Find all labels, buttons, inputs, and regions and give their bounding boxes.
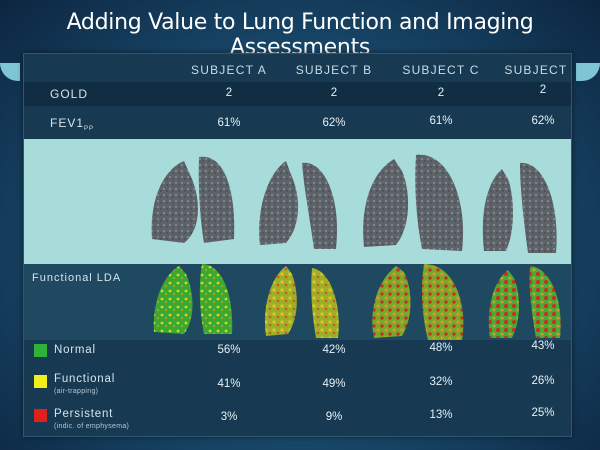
- normal-value-a: 56%: [217, 344, 241, 356]
- functional-value-d: 26%: [531, 375, 555, 387]
- normal-value-b: 42%: [322, 344, 346, 356]
- gold-label: GOLD: [50, 87, 89, 101]
- lda-lungs-subject-d: [488, 266, 561, 338]
- subject-a-header: SUBJECT A: [191, 63, 267, 77]
- lda-lungs-subject-a: [153, 264, 233, 334]
- subject-b-header: SUBJECT B: [295, 63, 373, 77]
- subject-c-header: SUBJECT C: [402, 63, 480, 77]
- accent-band-right: [576, 63, 600, 81]
- gold-value-b: 2: [330, 87, 338, 99]
- functional-lda-band: Functional LDA: [24, 264, 571, 340]
- gold-value-c: 2: [437, 87, 445, 99]
- comparison-table: SUBJECT A SUBJECT B SUBJECT C SUBJECT D …: [23, 53, 572, 437]
- ct-lungs-subject-c: [363, 154, 464, 251]
- fev1-value-b: 62%: [322, 117, 346, 129]
- fev1-value-d: 62%: [531, 115, 555, 127]
- ct-lungs-subject-d: [482, 162, 557, 253]
- gold-value-d: 2: [539, 84, 547, 96]
- lda-lungs-subject-b: [264, 266, 339, 338]
- persistent-value-d: 25%: [531, 407, 555, 419]
- functional-value-a: 41%: [217, 378, 241, 390]
- functional-sublabel: (air-trapping): [54, 388, 99, 395]
- functional-value-b: 49%: [322, 378, 346, 390]
- persistent-swatch: [34, 409, 47, 422]
- ct-lungs-subject-a: [151, 156, 235, 243]
- functional-swatch: [34, 375, 47, 388]
- persistent-label: Persistent: [54, 408, 114, 420]
- normal-swatch: [34, 344, 47, 357]
- fev1-value-a: 61%: [217, 117, 241, 129]
- persistent-value-b: 9%: [325, 411, 343, 423]
- ct-image-band: [24, 139, 571, 264]
- functional-lda-label: Functional LDA: [32, 272, 122, 284]
- functional-value-c: 32%: [429, 376, 453, 388]
- fev1-label: FEV1PP: [50, 116, 95, 132]
- persistent-value-a: 3%: [220, 411, 238, 423]
- functional-label: Functional: [54, 373, 116, 385]
- ct-lung-images: [151, 154, 557, 253]
- normal-label: Normal: [54, 344, 96, 356]
- gold-value-a: 2: [225, 87, 233, 99]
- normal-value-d: 43%: [531, 340, 555, 352]
- ct-lungs-subject-b: [259, 161, 338, 249]
- normal-value-c: 48%: [429, 342, 453, 354]
- gold-row-bg: [24, 82, 571, 106]
- lda-lung-maps: [153, 264, 561, 340]
- subject-d-header: SUBJECT D: [504, 63, 571, 77]
- fev1-value-c: 61%: [429, 115, 453, 127]
- persistent-value-c: 13%: [429, 409, 453, 421]
- lda-lungs-subject-c: [372, 264, 464, 340]
- slide-title: Adding Value to Lung Function and Imagin…: [66, 10, 534, 60]
- accent-band-left: [0, 63, 20, 81]
- persistent-sublabel: (indic. of emphysema): [54, 423, 130, 430]
